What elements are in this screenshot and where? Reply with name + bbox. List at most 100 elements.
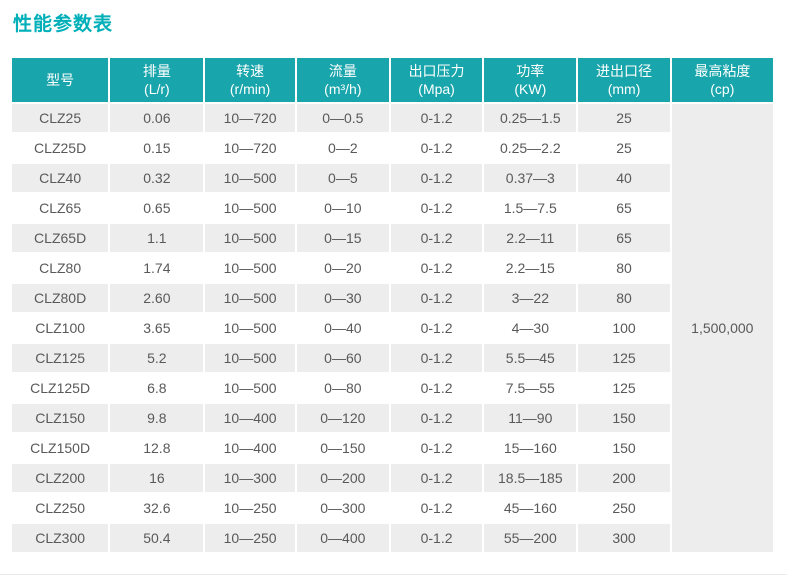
cell-power: 0.25—2.2 [484,134,577,162]
table-row: CLZ200 16 10—300 0—200 0-1.2 18.5—185 200 [12,464,773,492]
column-header-unit: (KW) [514,81,547,97]
cell-speed: 10—400 [205,434,295,462]
cell-model: CLZ125D [12,374,109,402]
cell-speed: 10—500 [205,284,295,312]
cell-displacement: 0.06 [110,104,204,132]
cell-displacement: 32.6 [110,494,204,522]
cell-flow: 0—20 [296,254,389,282]
cell-diameter: 65 [578,194,670,222]
cell-diameter: 150 [578,434,670,462]
cell-displacement: 1.1 [110,224,204,252]
table-row: CLZ125D 6.8 10—500 0—80 0-1.2 7.5—55 125 [12,374,773,402]
cell-power: 45—160 [484,494,577,522]
spec-table-body: CLZ25 0.06 10—720 0—0.5 0-1.2 0.25—1.5 25 1,500… [12,104,773,552]
cell-power: 3—22 [484,284,577,312]
cell-displacement: 6.8 [110,374,204,402]
column-header: 出口压力 (Mpa) [390,58,483,102]
cell-flow: 0—300 [296,494,389,522]
cell-power: 1.5—7.5 [484,194,577,222]
cell-model: CLZ300 [12,524,109,552]
cell-speed: 10—400 [205,404,295,432]
cell-pressure: 0-1.2 [390,494,483,522]
cell-diameter: 200 [578,464,670,492]
column-header-unit: (r/min) [229,81,271,97]
cell-speed: 10—250 [205,524,295,552]
cell-flow: 0—10 [296,194,389,222]
cell-displacement: 0.32 [110,164,204,192]
column-header: 排量 (L/r) [110,58,204,102]
table-row: CLZ65D 1.1 10—500 0—15 0-1.2 2.2—11 65 [12,224,773,252]
column-header: 转速 (r/min) [205,58,295,102]
table-row: CLZ150 9.8 10—400 0—120 0-1.2 11—90 150 [12,404,773,432]
column-header-name: 排量 [142,62,171,79]
cell-diameter: 65 [578,224,670,252]
table-row: CLZ100 3.65 10—500 0—40 0-1.2 4—30 100 [12,314,773,342]
cell-flow: 0—80 [296,374,389,402]
cell-displacement: 3.65 [110,314,204,342]
cell-pressure: 0-1.2 [390,434,483,462]
column-header-name: 进出口径 [596,62,653,79]
table-row: CLZ25 0.06 10—720 0—0.5 0-1.2 0.25—1.5 25 1,500… [12,104,773,552]
cell-flow: 0—5 [296,164,389,192]
cell-max-viscosity-merged: 1,500,000 [671,104,773,552]
cell-model: CLZ200 [12,464,109,492]
cell-pressure: 0-1.2 [390,284,483,312]
cell-flow: 0—200 [296,464,389,492]
cell-speed: 10—500 [205,164,295,192]
cell-power: 0.25—1.5 [484,104,577,132]
column-header: 型号 [12,58,109,102]
table-row: CLZ250 32.6 10—250 0—300 0-1.2 45—160 250 [12,494,773,522]
cell-model: CLZ25D [12,134,109,162]
cell-pressure: 0-1.2 [390,134,483,162]
cell-pressure: 0-1.2 [390,224,483,252]
cell-power: 4—30 [484,314,577,342]
column-header: 进出口径 (mm) [578,58,670,102]
column-header: 功率 (KW) [484,58,577,102]
cell-displacement: 0.65 [110,194,204,222]
column-header-name: 功率 [516,62,545,79]
cell-flow: 0—400 [296,524,389,552]
cell-model: CLZ125 [12,344,109,372]
cell-speed: 10—300 [205,464,295,492]
column-header-unit: (m³/h) [324,81,362,97]
page-title: 性能参数表 [13,14,114,35]
column-header-unit: (mm) [607,81,641,97]
column-header: 流量 (m³/h) [296,58,389,102]
cell-model: CLZ100 [12,314,109,342]
column-header-name: 出口压力 [408,62,465,79]
cell-displacement: 50.4 [110,524,204,552]
cell-displacement: 1.74 [110,254,204,282]
cell-power: 15—160 [484,434,577,462]
cell-power: 0.37—3 [484,164,577,192]
cell-model: CLZ250 [12,494,109,522]
cell-displacement: 9.8 [110,404,204,432]
cell-pressure: 0-1.2 [390,404,483,432]
cell-flow: 0—60 [296,344,389,372]
cell-flow: 0—150 [296,434,389,462]
column-header-unit: (L/r) [144,81,170,97]
cell-diameter: 125 [578,344,670,372]
cell-power: 18.5—185 [484,464,577,492]
cell-pressure: 0-1.2 [390,374,483,402]
cell-displacement: 2.60 [110,284,204,312]
cell-diameter: 100 [578,314,670,342]
cell-diameter: 125 [578,374,670,402]
cell-pressure: 0-1.2 [390,254,483,282]
performance-spec-table: 型号 排量 (L/r) 转速 (r/min) 流量 (m³/h) 出口压力 (Mpa) 功率 (KW… [10,56,775,554]
cell-power: 11—90 [484,404,577,432]
table-row: CLZ40 0.32 10—500 0—5 0-1.2 0.37—3 40 [12,164,773,192]
cell-power: 55—200 [484,524,577,552]
column-header-name: 型号 [46,71,75,88]
cell-speed: 10—500 [205,374,295,402]
cell-displacement: 12.8 [110,434,204,462]
cell-power: 5.5—45 [484,344,577,372]
cell-pressure: 0-1.2 [390,194,483,222]
cell-speed: 10—500 [205,344,295,372]
cell-pressure: 0-1.2 [390,344,483,372]
table-row: CLZ25D 0.15 10—720 0—2 0-1.2 0.25—2.2 25 [12,134,773,162]
cell-model: CLZ80 [12,254,109,282]
cell-speed: 10—720 [205,134,295,162]
cell-displacement: 0.15 [110,134,204,162]
cell-speed: 10—500 [205,194,295,222]
cell-model: CLZ80D [12,284,109,312]
